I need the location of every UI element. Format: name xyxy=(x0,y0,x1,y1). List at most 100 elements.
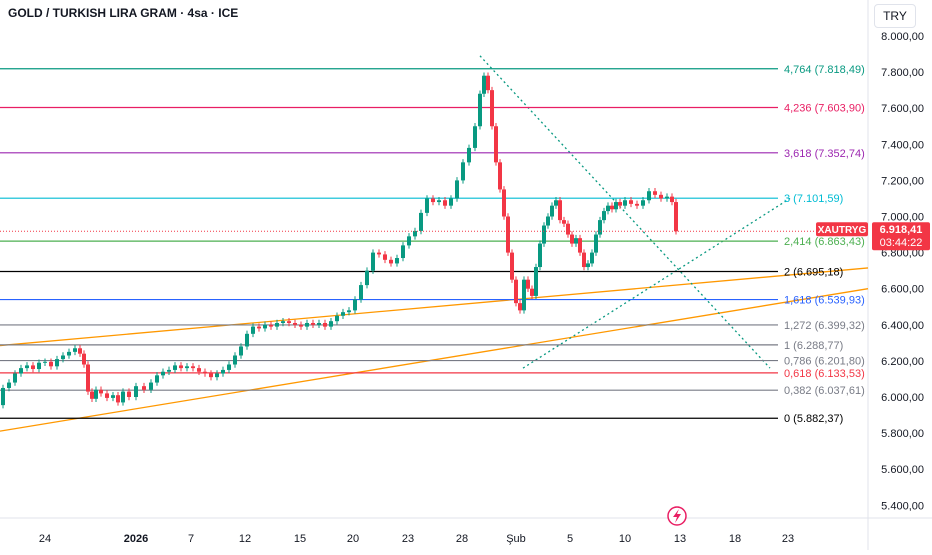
candle-body xyxy=(618,202,622,206)
triangle-line-down xyxy=(479,55,771,369)
candle-body xyxy=(526,279,530,289)
candle-body xyxy=(227,364,231,370)
fib-label: 4,236 (7.603,90) xyxy=(784,102,865,114)
candle-body xyxy=(7,382,11,388)
candle-body xyxy=(510,252,514,280)
fib-label: 1 (6.288,77) xyxy=(784,340,843,352)
candle-body xyxy=(574,238,578,244)
candle-body xyxy=(197,368,201,372)
candle-body xyxy=(61,355,65,360)
candle-body xyxy=(550,205,554,217)
candle-body xyxy=(341,312,345,316)
fib-label: 2,414 (6.863,43) xyxy=(784,236,865,248)
candle-body xyxy=(401,245,405,259)
candle-body xyxy=(209,373,213,378)
candle-body xyxy=(562,220,566,224)
candle-body xyxy=(335,315,339,322)
y-tick-label: 7.600,00 xyxy=(881,103,924,115)
candle-body xyxy=(111,395,115,398)
candle-body xyxy=(1,387,5,406)
candle-body xyxy=(590,252,594,264)
candle-body xyxy=(653,191,657,195)
candle-body xyxy=(49,361,53,367)
candle-body xyxy=(455,180,459,199)
candle-body xyxy=(389,259,393,264)
candle-body xyxy=(530,288,534,296)
candle-body xyxy=(299,324,303,327)
candle-body xyxy=(99,389,103,394)
x-tick-label: 20 xyxy=(347,533,359,545)
candle-body xyxy=(518,303,522,311)
candle-body xyxy=(546,216,550,226)
candle-body xyxy=(407,236,411,246)
y-tick-label: 5.400,00 xyxy=(881,500,924,512)
fib-label: 3,618 (7.352,74) xyxy=(784,148,865,160)
candle-body xyxy=(353,299,357,311)
x-tick-label: 13 xyxy=(674,533,686,545)
candle-body xyxy=(522,279,526,311)
candle-body xyxy=(558,200,562,221)
candle-body xyxy=(82,353,86,365)
candle-body xyxy=(506,216,510,253)
x-tick-label: 2026 xyxy=(124,533,148,545)
candle-body xyxy=(359,285,363,300)
candle-body xyxy=(191,366,195,369)
candle-body xyxy=(215,373,219,378)
candle-body xyxy=(323,322,327,327)
fib-label: 2 (6.695,18) xyxy=(784,267,843,279)
candle-body xyxy=(670,196,674,203)
lightning-icon-glyph xyxy=(673,509,681,523)
candle-body xyxy=(623,200,627,206)
candle-body xyxy=(419,212,423,231)
candle-body xyxy=(365,270,369,286)
currency-button[interactable]: TRY xyxy=(874,4,916,28)
candle-body xyxy=(269,324,273,327)
candle-body xyxy=(245,333,249,347)
candle-body xyxy=(239,346,243,356)
candle-body xyxy=(73,348,77,352)
candle-body xyxy=(494,126,498,163)
fib-label: 3 (7.101,59) xyxy=(784,193,843,205)
candle-body xyxy=(25,365,29,369)
x-tick-label: 7 xyxy=(188,533,194,545)
price-tag xyxy=(872,222,930,251)
candle-body xyxy=(578,238,582,253)
candle-body xyxy=(610,205,614,210)
candle-body xyxy=(173,365,177,370)
candle-body xyxy=(167,369,171,372)
fib-label: 1,618 (6.539,93) xyxy=(784,295,865,307)
candle-body xyxy=(514,279,518,304)
candle-body xyxy=(142,386,146,390)
symbol-tag-text: XAUTRYG xyxy=(818,225,867,236)
candle-body xyxy=(614,202,618,210)
y-tick-label: 5.800,00 xyxy=(881,428,924,440)
candle-body xyxy=(221,369,225,374)
candle-body xyxy=(161,371,165,376)
candle-body xyxy=(395,258,399,264)
x-tick-label: 24 xyxy=(39,533,51,545)
price-tag-countdown: 03:44:22 xyxy=(880,237,923,249)
candle-body xyxy=(90,391,94,399)
candle-body xyxy=(257,326,261,329)
candle-body xyxy=(317,322,321,325)
candle-body xyxy=(281,321,285,323)
candle-body xyxy=(31,365,35,370)
candle-body xyxy=(665,196,669,199)
candle-body xyxy=(67,351,71,356)
candle-body xyxy=(582,252,586,268)
x-tick-label: 23 xyxy=(782,533,794,545)
candle-body xyxy=(383,254,387,260)
y-tick-label: 6.200,00 xyxy=(881,356,924,368)
candle-body xyxy=(263,324,267,329)
y-tick-label: 7.800,00 xyxy=(881,67,924,79)
candle-body xyxy=(413,230,417,237)
candle-body xyxy=(449,198,453,206)
candle-body xyxy=(203,371,207,374)
y-tick-label: 5.600,00 xyxy=(881,464,924,476)
symbol-tag xyxy=(816,222,868,237)
candle-body xyxy=(586,263,590,268)
candle-body xyxy=(534,267,538,296)
candle-body xyxy=(371,252,375,271)
